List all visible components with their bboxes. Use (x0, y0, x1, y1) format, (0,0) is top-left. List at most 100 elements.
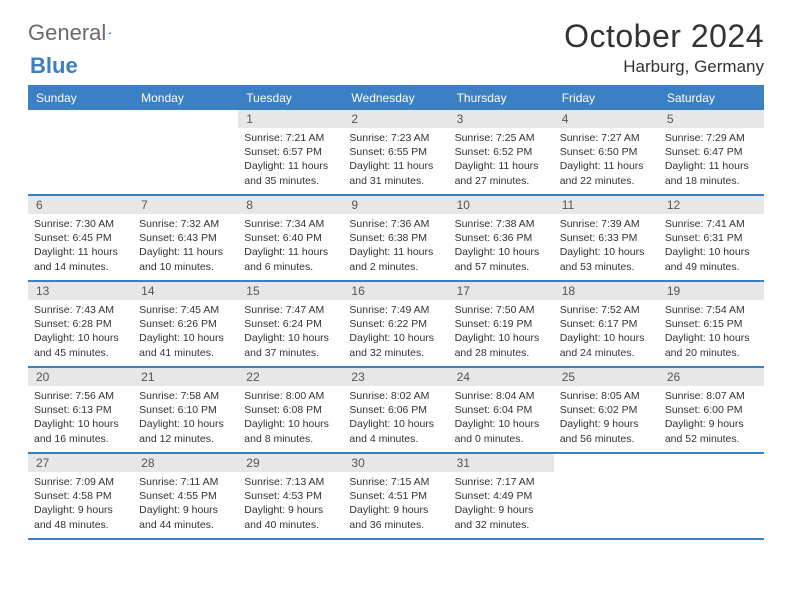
sunrise-line: Sunrise: 7:45 AM (139, 303, 234, 317)
sunrise-line: Sunrise: 7:29 AM (665, 131, 760, 145)
calendar: Sunday Monday Tuesday Wednesday Thursday… (28, 85, 764, 540)
daylight-line: Daylight: 10 hours and 16 minutes. (34, 417, 129, 445)
calendar-cell: 15Sunrise: 7:47 AMSunset: 6:24 PMDayligh… (238, 282, 343, 366)
day-number: 25 (554, 368, 659, 386)
daylight-line: Daylight: 11 hours and 2 minutes. (349, 245, 444, 273)
sunset-line: Sunset: 6:55 PM (349, 145, 444, 159)
sunrise-line: Sunrise: 7:15 AM (349, 475, 444, 489)
day-number: 23 (343, 368, 448, 386)
calendar-cell: 18Sunrise: 7:52 AMSunset: 6:17 PMDayligh… (554, 282, 659, 366)
day-number: 17 (449, 282, 554, 300)
dow-monday: Monday (133, 87, 238, 110)
dow-saturday: Saturday (659, 87, 764, 110)
day-number: 29 (238, 454, 343, 472)
sunrise-line: Sunrise: 7:27 AM (560, 131, 655, 145)
daylight-line: Daylight: 10 hours and 57 minutes. (455, 245, 550, 273)
calendar-cell: 31Sunrise: 7:17 AMSunset: 4:49 PMDayligh… (449, 454, 554, 538)
sunrise-line: Sunrise: 8:00 AM (244, 389, 339, 403)
calendar-cell: 5Sunrise: 7:29 AMSunset: 6:47 PMDaylight… (659, 110, 764, 194)
sunset-line: Sunset: 4:58 PM (34, 489, 129, 503)
sunset-line: Sunset: 6:15 PM (665, 317, 760, 331)
sunset-line: Sunset: 6:57 PM (244, 145, 339, 159)
sunset-line: Sunset: 6:10 PM (139, 403, 234, 417)
logo-triangle-icon (108, 26, 111, 40)
daylight-line: Daylight: 9 hours and 52 minutes. (665, 417, 760, 445)
day-body: Sunrise: 7:36 AMSunset: 6:38 PMDaylight:… (343, 214, 448, 278)
sunrise-line: Sunrise: 7:32 AM (139, 217, 234, 231)
daylight-line: Daylight: 11 hours and 22 minutes. (560, 159, 655, 187)
day-number: 21 (133, 368, 238, 386)
sunset-line: Sunset: 6:38 PM (349, 231, 444, 245)
day-body: Sunrise: 7:56 AMSunset: 6:13 PMDaylight:… (28, 386, 133, 450)
title-block: October 2024 Harburg, Germany (564, 18, 764, 77)
sunset-line: Sunset: 6:40 PM (244, 231, 339, 245)
sunset-line: Sunset: 6:04 PM (455, 403, 550, 417)
calendar-cell: 28Sunrise: 7:11 AMSunset: 4:55 PMDayligh… (133, 454, 238, 538)
day-number: 5 (659, 110, 764, 128)
daylight-line: Daylight: 10 hours and 49 minutes. (665, 245, 760, 273)
calendar-cell: 13Sunrise: 7:43 AMSunset: 6:28 PMDayligh… (28, 282, 133, 366)
dow-sunday: Sunday (28, 87, 133, 110)
daylight-line: Daylight: 10 hours and 37 minutes. (244, 331, 339, 359)
calendar-cell: . (28, 110, 133, 194)
dow-row: Sunday Monday Tuesday Wednesday Thursday… (28, 87, 764, 110)
day-number: 30 (343, 454, 448, 472)
calendar-cell: 30Sunrise: 7:15 AMSunset: 4:51 PMDayligh… (343, 454, 448, 538)
calendar-week: 27Sunrise: 7:09 AMSunset: 4:58 PMDayligh… (28, 454, 764, 540)
daylight-line: Daylight: 10 hours and 0 minutes. (455, 417, 550, 445)
sunset-line: Sunset: 6:47 PM (665, 145, 760, 159)
sunset-line: Sunset: 6:13 PM (34, 403, 129, 417)
dow-wednesday: Wednesday (343, 87, 448, 110)
calendar-cell: 3Sunrise: 7:25 AMSunset: 6:52 PMDaylight… (449, 110, 554, 194)
calendar-cell: 9Sunrise: 7:36 AMSunset: 6:38 PMDaylight… (343, 196, 448, 280)
daylight-line: Daylight: 9 hours and 40 minutes. (244, 503, 339, 531)
sunset-line: Sunset: 6:17 PM (560, 317, 655, 331)
sunset-line: Sunset: 6:31 PM (665, 231, 760, 245)
sunrise-line: Sunrise: 7:49 AM (349, 303, 444, 317)
sunrise-line: Sunrise: 7:50 AM (455, 303, 550, 317)
sunset-line: Sunset: 6:36 PM (455, 231, 550, 245)
day-body: Sunrise: 7:49 AMSunset: 6:22 PMDaylight:… (343, 300, 448, 364)
daylight-line: Daylight: 10 hours and 20 minutes. (665, 331, 760, 359)
sunset-line: Sunset: 6:24 PM (244, 317, 339, 331)
day-body: Sunrise: 7:52 AMSunset: 6:17 PMDaylight:… (554, 300, 659, 364)
brand-logo: General (28, 18, 128, 46)
daylight-line: Daylight: 11 hours and 14 minutes. (34, 245, 129, 273)
sunset-line: Sunset: 6:06 PM (349, 403, 444, 417)
calendar-cell: 7Sunrise: 7:32 AMSunset: 6:43 PMDaylight… (133, 196, 238, 280)
daylight-line: Daylight: 10 hours and 28 minutes. (455, 331, 550, 359)
day-body: Sunrise: 7:41 AMSunset: 6:31 PMDaylight:… (659, 214, 764, 278)
calendar-cell: 25Sunrise: 8:05 AMSunset: 6:02 PMDayligh… (554, 368, 659, 452)
daylight-line: Daylight: 11 hours and 27 minutes. (455, 159, 550, 187)
day-body: Sunrise: 7:27 AMSunset: 6:50 PMDaylight:… (554, 128, 659, 192)
daylight-line: Daylight: 10 hours and 8 minutes. (244, 417, 339, 445)
month-title: October 2024 (564, 18, 764, 55)
daylight-line: Daylight: 10 hours and 12 minutes. (139, 417, 234, 445)
sunrise-line: Sunrise: 7:47 AM (244, 303, 339, 317)
calendar-body: ..1Sunrise: 7:21 AMSunset: 6:57 PMDaylig… (28, 110, 764, 540)
day-number: 12 (659, 196, 764, 214)
sunset-line: Sunset: 6:43 PM (139, 231, 234, 245)
daylight-line: Daylight: 9 hours and 32 minutes. (455, 503, 550, 531)
day-number: 28 (133, 454, 238, 472)
calendar-week: 20Sunrise: 7:56 AMSunset: 6:13 PMDayligh… (28, 368, 764, 454)
sunrise-line: Sunrise: 7:30 AM (34, 217, 129, 231)
calendar-cell: 1Sunrise: 7:21 AMSunset: 6:57 PMDaylight… (238, 110, 343, 194)
day-body: Sunrise: 7:47 AMSunset: 6:24 PMDaylight:… (238, 300, 343, 364)
day-body: Sunrise: 8:05 AMSunset: 6:02 PMDaylight:… (554, 386, 659, 450)
day-number: 7 (133, 196, 238, 214)
calendar-cell: 20Sunrise: 7:56 AMSunset: 6:13 PMDayligh… (28, 368, 133, 452)
sunset-line: Sunset: 6:08 PM (244, 403, 339, 417)
day-body: Sunrise: 7:38 AMSunset: 6:36 PMDaylight:… (449, 214, 554, 278)
sunset-line: Sunset: 6:33 PM (560, 231, 655, 245)
sunrise-line: Sunrise: 7:34 AM (244, 217, 339, 231)
daylight-line: Daylight: 10 hours and 45 minutes. (34, 331, 129, 359)
calendar-cell: 2Sunrise: 7:23 AMSunset: 6:55 PMDaylight… (343, 110, 448, 194)
daylight-line: Daylight: 9 hours and 56 minutes. (560, 417, 655, 445)
sunset-line: Sunset: 6:00 PM (665, 403, 760, 417)
day-number: 26 (659, 368, 764, 386)
sunrise-line: Sunrise: 7:21 AM (244, 131, 339, 145)
sunset-line: Sunset: 4:55 PM (139, 489, 234, 503)
day-number: 10 (449, 196, 554, 214)
day-number: 1 (238, 110, 343, 128)
